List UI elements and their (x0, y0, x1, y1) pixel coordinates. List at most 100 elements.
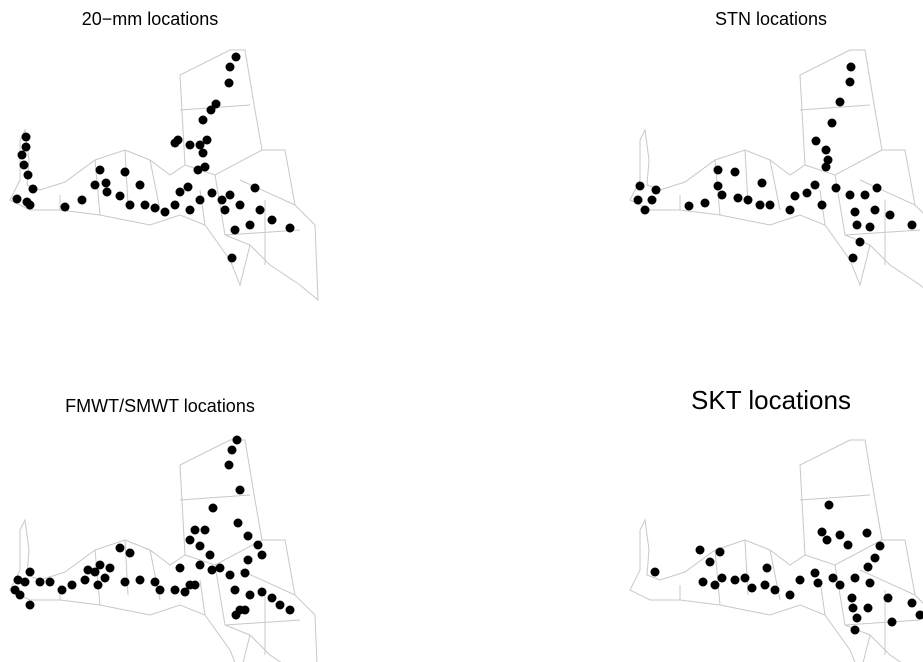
station-dot (821, 145, 831, 155)
station-dot (811, 136, 821, 146)
station-dot (705, 557, 715, 567)
station-dot (125, 200, 135, 210)
station-dot (821, 162, 831, 172)
station-dot (863, 562, 873, 572)
station-dot (17, 150, 27, 160)
station-dot (28, 184, 38, 194)
station-dot (848, 603, 858, 613)
station-dot (198, 148, 208, 158)
station-dot (200, 162, 210, 172)
station-dot (850, 573, 860, 583)
station-dot (20, 577, 30, 587)
station-dot (220, 205, 230, 215)
station-dot (25, 200, 35, 210)
station-dot (835, 97, 845, 107)
station-dot (850, 207, 860, 217)
station-dot (823, 155, 833, 165)
station-dot (757, 178, 767, 188)
station-dot (211, 99, 221, 109)
station-dot (175, 187, 185, 197)
station-dot (155, 585, 165, 595)
station-dot (185, 140, 195, 150)
panel-title: STN locations (715, 9, 827, 29)
station-dot (850, 625, 860, 635)
station-dot (863, 603, 873, 613)
station-dot (206, 105, 216, 115)
station-dot (170, 200, 180, 210)
station-dot (762, 563, 772, 573)
station-dot (160, 207, 170, 217)
station-dot (15, 590, 25, 600)
station-dot (225, 62, 235, 72)
station-dot (173, 135, 183, 145)
station-dot (640, 205, 650, 215)
station-dot (101, 178, 111, 188)
station-dot (135, 575, 145, 585)
station-dot (875, 541, 885, 551)
station-dot (25, 567, 35, 577)
station-dot (870, 205, 880, 215)
station-dot (713, 165, 723, 175)
station-dot (695, 545, 705, 555)
map-panel (629, 439, 923, 662)
station-dot (717, 190, 727, 200)
station-dot (713, 181, 723, 191)
station-dot (810, 180, 820, 190)
station-dot (647, 195, 657, 205)
station-dot (848, 253, 858, 263)
station-dot (185, 535, 195, 545)
station-dot (835, 530, 845, 540)
station-dot (257, 550, 267, 560)
station-dot (717, 573, 727, 583)
station-dot (233, 518, 243, 528)
station-dot (651, 185, 661, 195)
station-dot (195, 541, 205, 551)
delta-regions (9, 439, 319, 662)
station-dot (285, 223, 295, 233)
station-dot (140, 200, 150, 210)
station-dot (230, 585, 240, 595)
station-dot (90, 180, 100, 190)
map-panel (9, 49, 319, 301)
station-dot (207, 188, 217, 198)
station-dot (887, 617, 897, 627)
station-dot (817, 527, 827, 537)
station-dot (267, 593, 277, 603)
station-dot (865, 222, 875, 232)
station-dot (790, 191, 800, 201)
station-dot (275, 600, 285, 610)
map-panel (629, 49, 923, 301)
station-dot (243, 531, 253, 541)
station-dot (90, 567, 100, 577)
station-dot (180, 587, 190, 597)
station-dot (150, 203, 160, 213)
station-dot (45, 577, 55, 587)
station-dot (847, 593, 857, 603)
station-dot (105, 563, 115, 573)
station-dot (231, 52, 241, 62)
station-dot (698, 577, 708, 587)
delta-regions (9, 49, 319, 301)
station-dot (57, 585, 67, 595)
station-dot (250, 183, 260, 193)
station-dot (13, 575, 23, 585)
station-dot (860, 190, 870, 200)
station-dot (747, 583, 757, 593)
station-dot (60, 202, 70, 212)
station-dot (240, 568, 250, 578)
station-dot (770, 585, 780, 595)
station-dot (95, 165, 105, 175)
panel-title: SKT locations (691, 385, 851, 415)
station-dot (190, 580, 200, 590)
station-dot (120, 167, 130, 177)
station-dot (907, 598, 917, 608)
station-dot (245, 590, 255, 600)
station-dot (852, 220, 862, 230)
station-dot (125, 548, 135, 558)
station-dot (217, 195, 227, 205)
station-dot (795, 575, 805, 585)
station-dot (232, 435, 242, 445)
station-dot (865, 578, 875, 588)
station-dot (227, 253, 237, 263)
station-dot (12, 194, 22, 204)
